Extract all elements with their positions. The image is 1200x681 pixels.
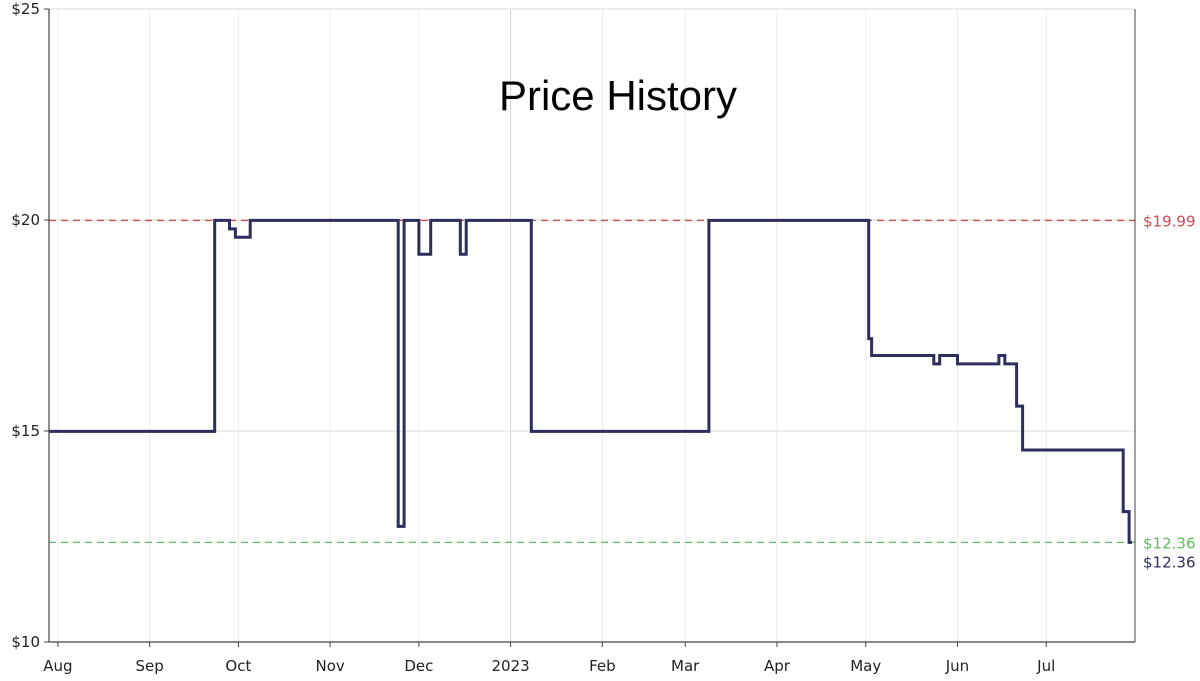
x-tick-label: Nov xyxy=(315,657,344,675)
y-tick-label: $10 xyxy=(11,633,40,651)
reference-label: $12.36 xyxy=(1143,534,1196,552)
reference-lines xyxy=(49,219,1135,544)
y-tick-label: $25 xyxy=(11,0,40,18)
reference-label: $19.99 xyxy=(1143,212,1196,230)
x-tick-label: Dec xyxy=(404,657,433,675)
reference-labels: $19.99 $12.36$12.36 xyxy=(1143,212,1196,571)
x-tick-label: Jun xyxy=(945,657,969,675)
y-tick-label: $15 xyxy=(11,422,40,440)
price-line xyxy=(49,218,1132,544)
x-tick-label: Oct xyxy=(225,657,251,675)
x-tick-label: May xyxy=(850,657,881,675)
x-tick-label: Apr xyxy=(764,657,791,675)
y-tick-label: $20 xyxy=(11,211,40,229)
current-price-label: $12.36 xyxy=(1143,553,1196,571)
x-axis-ticks: Aug Sep Oct Nov Dec 2023 Feb Mar Apr May Jun Jul xyxy=(43,642,1055,675)
x-tick-label: Jul xyxy=(1036,657,1055,675)
x-tick-label: Sep xyxy=(135,657,163,675)
x-tick-label: Mar xyxy=(671,657,700,675)
x-tick-label: Aug xyxy=(43,657,72,675)
axes xyxy=(48,9,1136,643)
x-tick-label: 2023 xyxy=(492,657,530,675)
chart-title: Price History xyxy=(499,72,737,119)
y-axis-ticks: $10 $15 $20 $25 xyxy=(11,0,49,651)
x-tick-label: Feb xyxy=(589,657,616,675)
